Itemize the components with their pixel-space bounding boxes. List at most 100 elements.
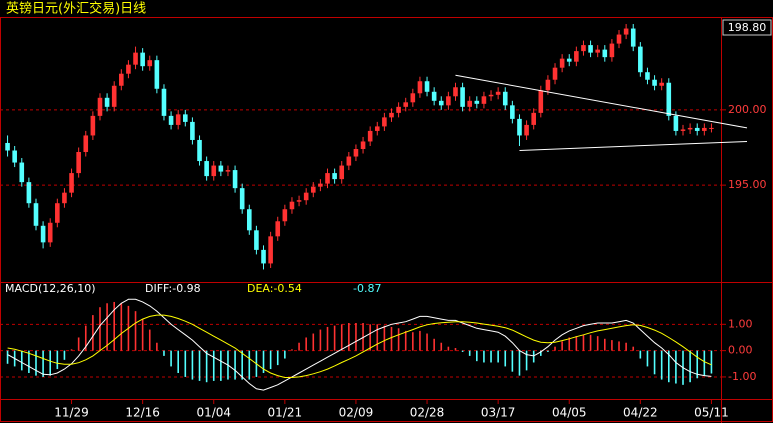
candle-body: [389, 112, 394, 118]
candle-body: [687, 127, 693, 130]
candle-body: [474, 100, 480, 104]
candle-body: [282, 209, 288, 222]
candle-body: [431, 91, 437, 101]
candle-body: [581, 45, 586, 52]
candle-body: [232, 170, 238, 189]
candle-body: [126, 64, 131, 74]
candle-body: [552, 67, 558, 80]
y-tick-label: 200.00: [728, 103, 767, 116]
candle-body: [609, 43, 615, 58]
candle-body: [161, 88, 167, 116]
x-tick-label: 05/11: [694, 406, 729, 420]
current-price-box: [722, 19, 772, 36]
candle-body: [659, 82, 664, 86]
candle-body: [374, 126, 380, 131]
x-tick-label: 01/04: [196, 406, 231, 420]
candle-body: [396, 106, 401, 113]
y-tick-label: 1.00: [728, 317, 753, 330]
candle-body: [119, 73, 124, 86]
candle-body: [502, 91, 508, 106]
candle-body: [190, 121, 195, 140]
candle-body: [69, 173, 74, 193]
candle-body: [680, 129, 686, 131]
current-price-label: 198.80: [728, 21, 767, 34]
candle-body: [666, 82, 672, 116]
candle-body: [168, 115, 174, 125]
candle-body: [339, 165, 345, 180]
candle-body: [595, 49, 600, 53]
candle-body: [353, 149, 359, 157]
candle-body: [453, 87, 458, 97]
candle-body: [104, 97, 110, 107]
candle-body: [367, 130, 373, 142]
y-tick-label: 195.00: [728, 178, 767, 191]
candle-body: [83, 135, 89, 153]
candle-body: [382, 117, 387, 127]
candle-body: [424, 81, 430, 92]
candle-body: [303, 192, 309, 201]
candle-body: [481, 96, 487, 104]
candle-body: [517, 118, 522, 136]
candle-body: [325, 173, 330, 184]
candle-body: [12, 150, 17, 163]
candle-body: [318, 183, 323, 187]
candle-body: [310, 186, 316, 193]
y-tick-label: -1.00: [728, 370, 756, 383]
candle-body: [488, 94, 494, 97]
x-tick-label: 01/21: [268, 406, 303, 420]
candle-body: [55, 203, 60, 223]
candle-body: [709, 127, 714, 129]
candle-body: [97, 97, 103, 116]
candle-body: [410, 93, 416, 103]
candle-body: [538, 90, 544, 113]
candle-body: [111, 85, 117, 107]
candle-body: [403, 102, 409, 107]
trendline: [455, 74, 748, 129]
candle-body: [26, 182, 32, 204]
candle-body: [694, 127, 700, 131]
candle-body: [645, 72, 650, 80]
candle-body: [602, 49, 608, 58]
candle-body: [524, 124, 529, 136]
candle-body: [62, 192, 67, 204]
trendline: [519, 140, 748, 152]
candle-body: [623, 28, 629, 35]
candle-body: [197, 139, 202, 162]
candle-body: [254, 230, 259, 250]
candle-body: [630, 28, 636, 47]
candle-body: [175, 114, 181, 125]
candle-body: [510, 105, 515, 119]
candle-body: [90, 115, 96, 136]
x-tick-label: 04/05: [552, 406, 587, 420]
x-tick-label: 03/17: [481, 406, 516, 420]
candle-body: [225, 170, 231, 172]
candle-body: [33, 203, 39, 226]
candle-body: [261, 249, 266, 264]
candle-body: [588, 45, 593, 53]
candle-body: [438, 100, 444, 106]
candle-body: [133, 52, 138, 65]
macd-title: MACD(12,26,10): [5, 282, 96, 295]
candle-body: [289, 201, 295, 210]
candle-body: [19, 162, 25, 183]
candle-body: [460, 87, 465, 107]
candle-body: [5, 142, 10, 151]
candle-body: [296, 200, 302, 202]
macd-annotation: -0.87: [353, 282, 381, 295]
macd-annotation: DEA:-0.54: [247, 282, 302, 295]
candle-body: [275, 221, 281, 237]
candle-body: [211, 165, 217, 177]
candle-body: [417, 81, 423, 94]
x-tick-label: 11/29: [54, 406, 89, 420]
macd-line: [7, 298, 712, 391]
candle-body: [47, 222, 53, 243]
candle-body: [360, 141, 366, 149]
candle-body: [467, 100, 473, 107]
candle-body: [246, 209, 252, 231]
candle-body: [140, 52, 145, 67]
candle-body: [183, 114, 188, 122]
candle-body: [652, 79, 657, 86]
candle-body: [702, 127, 707, 131]
candle-body: [239, 188, 245, 210]
